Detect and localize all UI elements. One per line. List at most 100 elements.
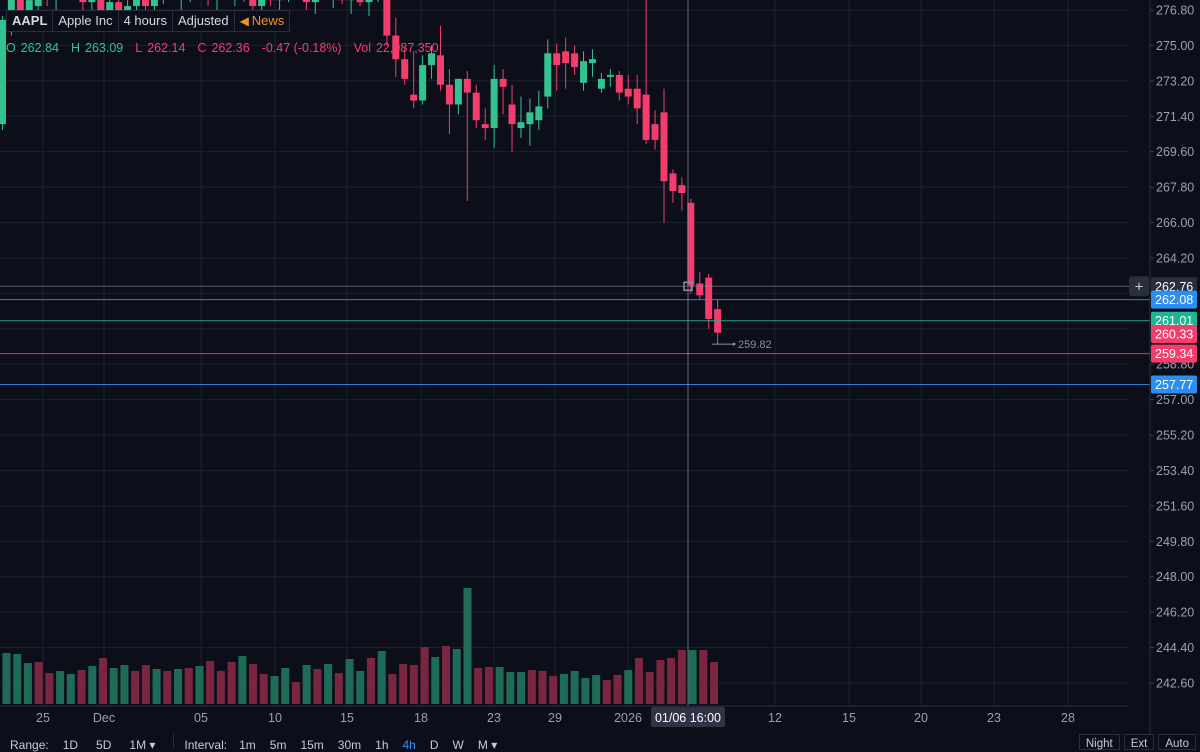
low-price-marker: 259.82 (738, 339, 772, 351)
interval-option-6[interactable]: D (430, 734, 439, 752)
price-tick-label: 253.40 (1156, 464, 1194, 478)
volume-key: Vol (354, 41, 371, 55)
volume-bar (217, 671, 225, 704)
open-value: 262.84 (21, 41, 59, 55)
volume-bar (517, 672, 525, 704)
volume-bar (560, 674, 568, 704)
volume-bar (185, 668, 193, 704)
price-tick-label: 266.00 (1156, 216, 1194, 230)
time-tick-label: 28 (1061, 711, 1075, 725)
price-tick-label: 264.20 (1156, 251, 1194, 265)
volume-bar (131, 671, 139, 704)
volume-bar (710, 662, 718, 704)
speaker-icon: ◀ (240, 14, 249, 28)
interval-option-8[interactable]: M ▾ (478, 734, 497, 752)
price-axis[interactable]: 276.80275.00273.20271.40269.60267.80266.… (1150, 0, 1200, 734)
volume-bar (571, 671, 579, 704)
volume-bar (45, 673, 53, 704)
interval-chip[interactable]: 4 hours (118, 10, 173, 32)
price-tick-label: 246.20 (1156, 606, 1194, 620)
volume-bar (474, 668, 482, 704)
price-tick-label: 255.20 (1156, 429, 1194, 443)
volume-bar (528, 670, 536, 704)
time-tick-label: 20 (914, 711, 928, 725)
price-tick-label: 244.40 (1156, 641, 1194, 655)
price-tick-label: 269.60 (1156, 145, 1194, 159)
volume-bar (110, 668, 118, 704)
interval-option-3[interactable]: 30m (338, 734, 361, 752)
plus-icon: + (1135, 278, 1144, 295)
time-tick-label: 23 (987, 711, 1001, 725)
volume-bar (496, 667, 504, 704)
volume-bar (228, 662, 236, 704)
price-chart[interactable]: 259.82 +01/06 16:00 276.80275.00273.2027… (0, 0, 1200, 734)
time-tick-label: 15 (340, 711, 354, 725)
volume-bar (313, 669, 321, 704)
volume-bar (238, 656, 246, 704)
volume-bar (592, 675, 600, 704)
volume-bar (324, 664, 332, 704)
time-tick-label: 25 (36, 711, 50, 725)
change-value: -0.47 (-0.18%) (262, 41, 342, 55)
price-badge-label: 257.77 (1155, 378, 1193, 392)
volume-bar (463, 588, 471, 704)
volume-bar (24, 663, 32, 704)
interval-option-7[interactable]: W (453, 734, 464, 752)
range-buttons: 1D 5D 1M ▾ (63, 734, 174, 752)
price-tick-label: 242.60 (1156, 677, 1194, 691)
price-tick-label: 251.60 (1156, 499, 1194, 513)
price-badge-label: 259.34 (1155, 347, 1193, 361)
volume-bar (506, 672, 514, 704)
volume-bar (56, 671, 64, 704)
price-tick-label: 276.80 (1156, 4, 1194, 18)
crosshair-date-label: 01/06 16:00 (655, 711, 721, 725)
time-tick-label: 2026 (614, 711, 642, 725)
volume-bar (153, 669, 161, 704)
volume-bar (689, 650, 697, 704)
volume-bar (3, 653, 11, 704)
range-option-1[interactable]: 5D (96, 734, 111, 752)
volume-bar (549, 676, 557, 704)
volume-bar (99, 658, 107, 704)
chart-grid (0, 0, 1200, 734)
adjustment-chip[interactable]: Adjusted (172, 10, 235, 32)
volume-bar (699, 650, 707, 704)
close-value: 262.36 (211, 41, 249, 55)
interval-option-4[interactable]: 1h (375, 734, 388, 752)
volume-bar (539, 671, 547, 704)
volume-bar (667, 658, 675, 704)
interval-option-1[interactable]: 5m (270, 734, 287, 752)
volume-bar (367, 658, 375, 704)
volume-bar (78, 670, 86, 704)
interval-option-0[interactable]: 1m (239, 734, 256, 752)
range-option-2[interactable]: 1M ▾ (129, 734, 155, 752)
volume-bar (678, 650, 686, 704)
volume-bar (453, 649, 461, 704)
volume-bar (442, 646, 450, 704)
interval-option-5[interactable]: 4h (403, 734, 416, 752)
time-tick-label: 29 (548, 711, 562, 725)
volume-bar (485, 667, 493, 704)
volume-bar (399, 664, 407, 704)
volume-bar (378, 651, 386, 704)
time-tick-label: 12 (768, 711, 782, 725)
price-badge-label: 260.33 (1155, 328, 1193, 342)
volume-bar (13, 654, 21, 704)
volume-bar (646, 672, 654, 704)
volume-bar (88, 666, 96, 704)
news-button[interactable]: ◀News (234, 10, 291, 32)
time-tick-label: 23 (487, 711, 501, 725)
volume-value: 22,087,350 (376, 41, 439, 55)
volume-bar (356, 671, 364, 704)
symbol-chip[interactable]: AAPL (6, 10, 53, 32)
interval-option-2[interactable]: 15m (300, 734, 323, 752)
close-key: C (197, 41, 206, 55)
range-option-0[interactable]: 1D (63, 734, 78, 752)
candlestick (0, 16, 6, 130)
price-tick-label: 273.20 (1156, 74, 1194, 88)
high-key: H (71, 41, 80, 55)
volume-bar (35, 662, 43, 704)
volume-bar (67, 674, 75, 704)
volume-bar (120, 665, 128, 704)
